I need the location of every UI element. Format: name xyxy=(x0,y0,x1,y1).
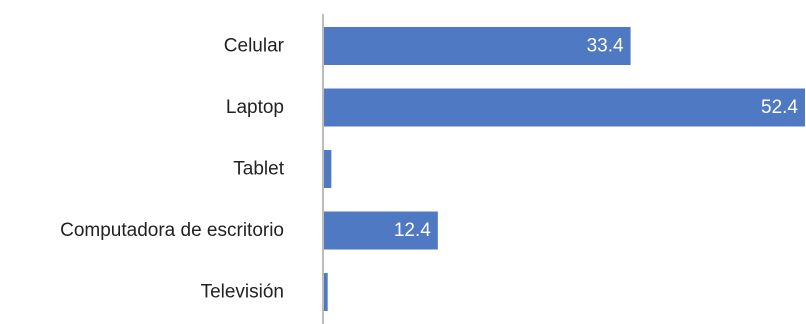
value-label-3: 12.4 xyxy=(394,220,431,241)
category-label-0: Celular xyxy=(224,36,285,57)
category-label-2: Tablet xyxy=(233,159,284,180)
bar-2 xyxy=(324,150,332,188)
bars-layer xyxy=(324,27,805,311)
bar-0 xyxy=(324,27,631,65)
bar-3 xyxy=(324,211,438,250)
category-label-3: Computadora de escritorio xyxy=(60,220,284,241)
value-label-0: 33.4 xyxy=(587,36,624,57)
value-label-1: 52.4 xyxy=(761,97,798,118)
bar-4 xyxy=(324,273,328,311)
bar-1 xyxy=(324,88,805,127)
category-labels: Celular Laptop Tablet Computadora de escrit… xyxy=(60,36,285,303)
category-label-4: Televisión xyxy=(201,282,284,303)
category-label-1: Laptop xyxy=(226,97,284,118)
value-labels: 33.4 52.4 12.4 xyxy=(394,36,799,242)
